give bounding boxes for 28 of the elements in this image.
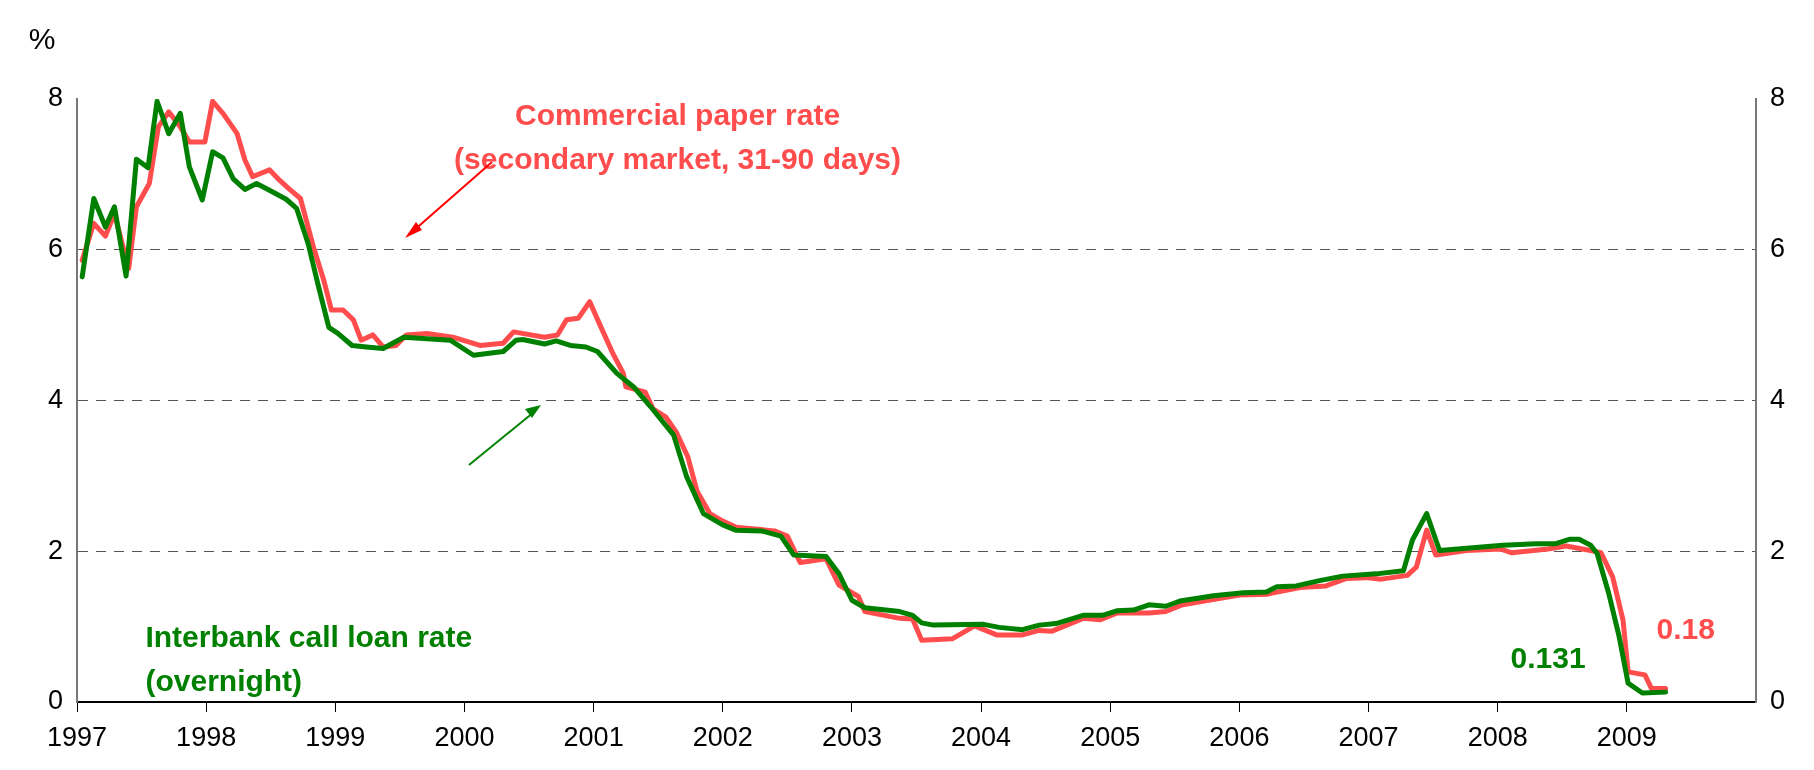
x-tick-label: 2001	[563, 721, 624, 752]
y-axis-title: %	[28, 22, 56, 56]
y-tick-label: 0	[47, 685, 63, 716]
y-tick-label: 4	[47, 383, 63, 414]
y2-tick-label: 6	[1770, 233, 1786, 264]
x-tick-label: 2003	[821, 721, 882, 752]
text: Commercial paper rate (secondary market, 31-90 days)	[454, 97, 902, 175]
x-tick-label: 2007	[1338, 721, 1399, 752]
annotation: 0.131	[1510, 641, 1586, 675]
x-tick-label: 2000	[434, 721, 495, 752]
x-tick-label: 2006	[1209, 721, 1270, 752]
y2-tick-label: 4	[1770, 383, 1786, 414]
x-tick-label: 1998	[176, 721, 237, 752]
x-tick-label: 2002	[692, 721, 753, 752]
x-tick-label: 2004	[951, 721, 1012, 752]
y2-tick-label: 0	[1770, 685, 1786, 716]
y-tick-label: 8	[47, 82, 63, 113]
x-tick-label: 2009	[1596, 721, 1657, 752]
x-tick-label: 2005	[1080, 721, 1141, 752]
y-tick-label: 2	[47, 534, 63, 565]
y-tick-label: 6	[47, 233, 63, 264]
text: Interbank call loan rate (overnight)	[145, 619, 473, 697]
x-tick-label: 1997	[46, 721, 108, 752]
y2-tick-label: 8	[1770, 82, 1786, 113]
annotation: 0.18	[1656, 611, 1715, 645]
y2-tick-label: 2	[1770, 534, 1786, 565]
x-tick-label: 1999	[305, 721, 366, 752]
x-tick-label: 2008	[1467, 721, 1528, 752]
